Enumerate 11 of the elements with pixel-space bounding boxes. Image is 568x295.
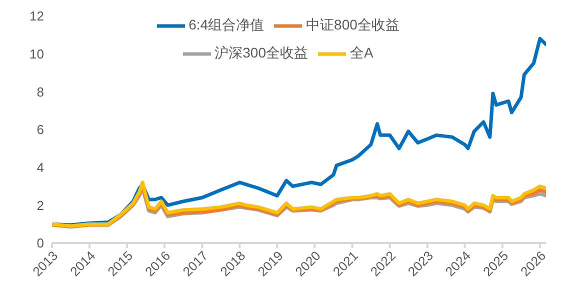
legend-label: 全A	[350, 44, 374, 61]
y-tick-label: 4	[36, 160, 44, 175]
y-tick-label: 12	[30, 8, 44, 24]
legend-label: 沪深300全收益	[214, 44, 308, 61]
y-tick-label: 2	[36, 198, 44, 213]
y-tick-label: 8	[36, 84, 44, 100]
y-tick-label: 0	[36, 236, 44, 251]
legend-label: 中证800全收益	[306, 16, 400, 33]
legend-label: 6:4组合净值	[188, 16, 264, 33]
y-tick-label: 10	[30, 46, 44, 62]
y-tick-label: 6	[36, 122, 44, 138]
